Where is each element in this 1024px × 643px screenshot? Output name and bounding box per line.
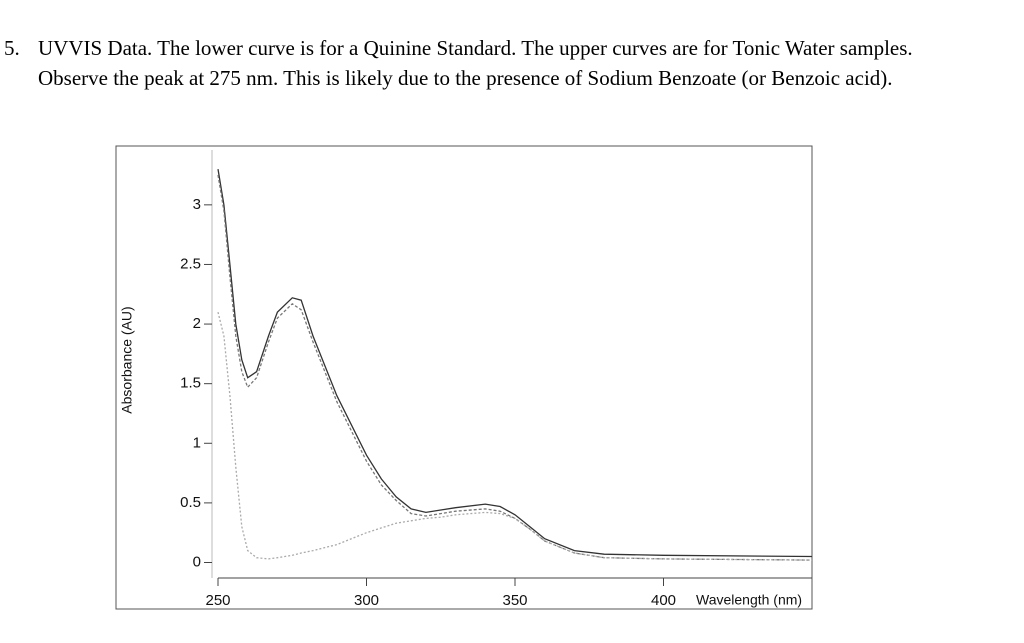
y-tick-label: 2.5 xyxy=(180,255,201,272)
x-tick-label: 350 xyxy=(502,592,527,609)
curve xyxy=(217,174,813,561)
x-tick-label: 400 xyxy=(651,592,676,609)
y-tick-label: 0 xyxy=(193,553,201,570)
y-axis-label: Absorbance (AU) xyxy=(119,306,135,413)
y-tick-label: 1.5 xyxy=(180,375,201,392)
question-line: Observe the peak at 275 nm. This is like… xyxy=(38,66,893,90)
y-tick-label: 3 xyxy=(193,196,201,213)
y-tick-label: 1 xyxy=(193,434,201,451)
x-tick-label: 300 xyxy=(354,592,379,609)
question-line: UVVIS Data. The lower curve is for a Qui… xyxy=(38,36,913,60)
x-tick-label: 250 xyxy=(205,592,230,609)
chart-frame xyxy=(115,145,813,610)
x-axis-label: Wavelength (nm) xyxy=(696,592,802,608)
y-tick-label: 0.5 xyxy=(180,494,201,511)
curve xyxy=(217,311,813,561)
question-number: 5. xyxy=(4,36,20,60)
curve xyxy=(217,168,813,558)
y-tick-label: 2 xyxy=(193,315,201,332)
